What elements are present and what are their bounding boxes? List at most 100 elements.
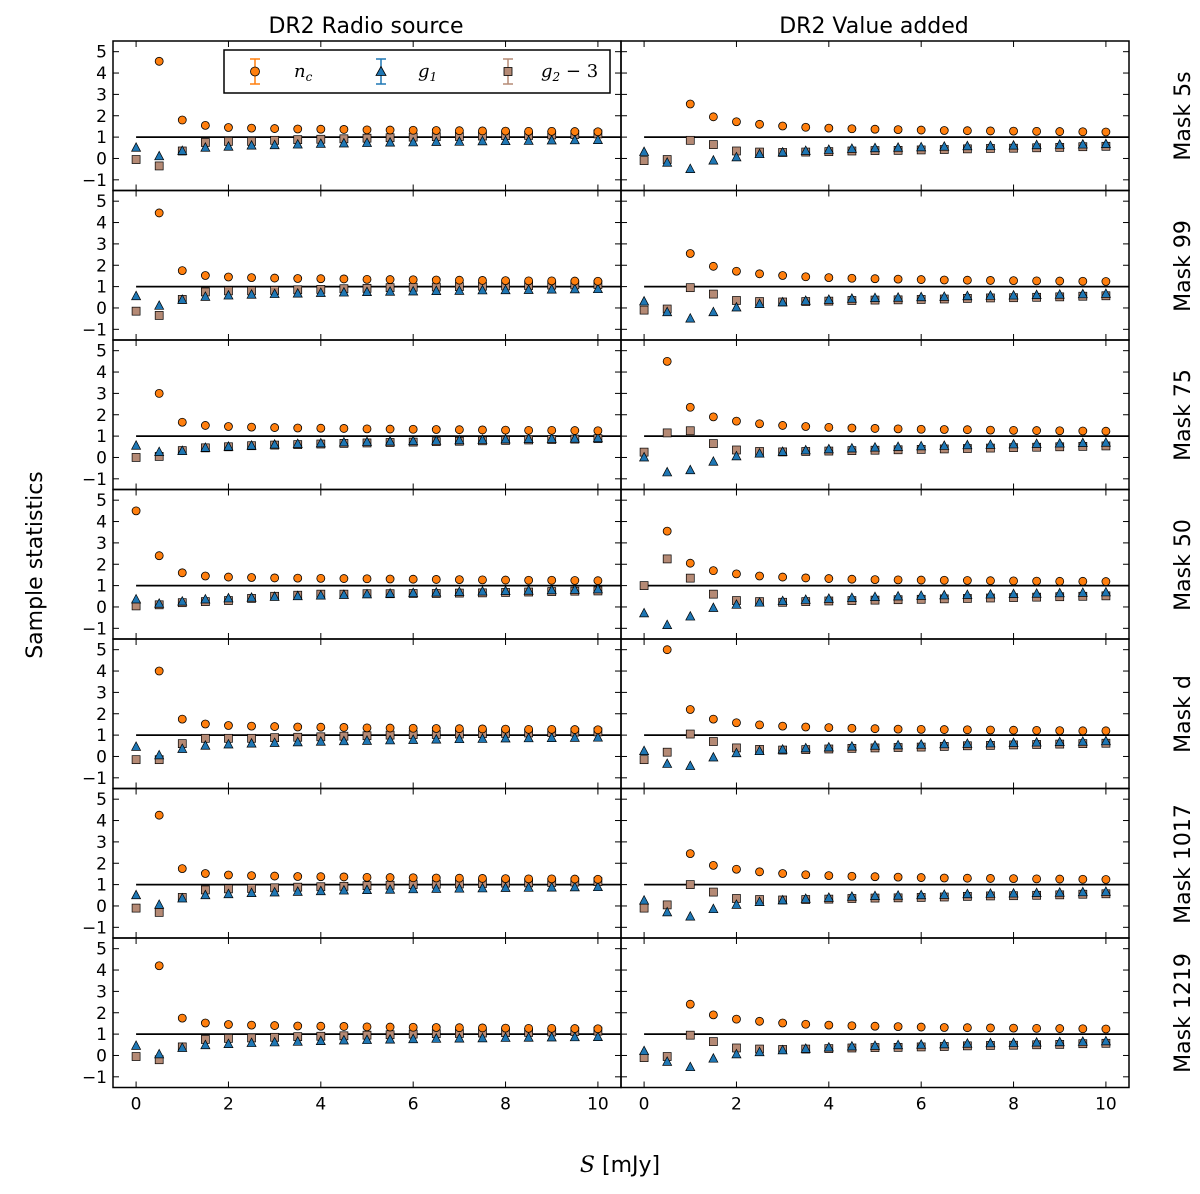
- nc-point: [732, 1014, 741, 1024]
- nc-point: [893, 872, 903, 882]
- nc-point: [316, 573, 326, 583]
- g1-point: [546, 584, 557, 595]
- g1-point: [454, 882, 465, 893]
- nc-point: [962, 873, 972, 883]
- g1-point: [846, 143, 857, 153]
- g1-point: [869, 142, 881, 153]
- g1-point: [1031, 736, 1042, 747]
- g1-point: [200, 593, 211, 604]
- nc-point: [316, 124, 326, 134]
- nc-point: [1032, 276, 1042, 286]
- g1-point: [869, 441, 881, 452]
- g1-point: [361, 436, 373, 446]
- g1-point: [592, 881, 603, 892]
- g1-point: [477, 284, 488, 295]
- nc-point: [547, 126, 557, 136]
- g1-point: [685, 610, 696, 621]
- nc-point: [247, 422, 256, 432]
- nc-point: [431, 425, 441, 434]
- g2-point: [685, 880, 695, 889]
- nc-point: [247, 123, 256, 133]
- nc-point: [1078, 127, 1088, 137]
- nc-point: [708, 714, 718, 724]
- g1-point: [754, 596, 765, 607]
- g1-point: [361, 735, 373, 745]
- g1-point: [846, 891, 857, 901]
- g2-point: [709, 887, 718, 897]
- nc-point: [593, 276, 603, 286]
- nc-point: [824, 422, 834, 432]
- g1-point: [754, 745, 765, 755]
- g1-point: [639, 146, 650, 156]
- g1-point: [962, 589, 973, 599]
- g1-point: [200, 442, 211, 452]
- panel-mask-d-value-added: [620, 638, 1130, 790]
- g2-point: [639, 903, 649, 913]
- y-tick-label: 3: [96, 833, 107, 853]
- nc-point: [408, 424, 418, 434]
- nc-point: [501, 276, 510, 286]
- g1-point: [754, 896, 765, 906]
- g1-point: [408, 587, 419, 597]
- g1-point: [1008, 1037, 1019, 1047]
- g1-point: [361, 1034, 373, 1044]
- g1-point: [431, 136, 442, 146]
- g1-point: [708, 751, 719, 762]
- g2-point: [685, 426, 695, 436]
- y-tick-label: 5: [96, 491, 107, 511]
- g1-point: [523, 1031, 534, 1042]
- nc-point: [501, 575, 510, 585]
- y-tick-label: 0: [96, 149, 107, 169]
- nc-point: [454, 575, 464, 585]
- nc-point: [962, 1023, 972, 1033]
- g1-point: [823, 144, 834, 154]
- nc-point: [570, 276, 580, 286]
- g2-point: [685, 729, 695, 739]
- y-tick-label: 1: [96, 577, 107, 597]
- g1-point: [523, 284, 534, 294]
- g1-point: [800, 295, 811, 305]
- column-title-value-added: DR2 Value added: [779, 14, 969, 39]
- nc-point: [962, 126, 972, 136]
- nc-point: [593, 725, 603, 735]
- nc-point: [154, 208, 164, 218]
- g1-point: [939, 440, 950, 450]
- g1-point: [939, 1038, 950, 1049]
- y-tick-label: 2: [96, 256, 107, 276]
- g2-point: [709, 439, 718, 448]
- nc-point: [431, 724, 441, 733]
- g1-point: [869, 591, 881, 601]
- g1-point: [592, 583, 603, 594]
- g1-point: [246, 592, 257, 602]
- g1-point: [685, 910, 696, 921]
- y-tick-label: −1: [82, 470, 107, 490]
- nc-point: [732, 117, 741, 127]
- legend-entry-nc: nc: [250, 58, 313, 85]
- g2-point: [709, 140, 718, 149]
- g2-point: [131, 306, 141, 316]
- nc-point: [824, 273, 834, 283]
- g2-point: [709, 289, 718, 299]
- g1-point: [893, 1039, 904, 1050]
- x-tick-label: 8: [1008, 1095, 1019, 1115]
- y-tick-label: 4: [96, 812, 107, 832]
- y-tick-label: 2: [96, 854, 107, 874]
- nc-point: [524, 425, 534, 435]
- g1-point: [708, 903, 719, 914]
- g1-point: [338, 884, 349, 895]
- nc-point: [570, 1024, 580, 1033]
- g1-point: [708, 1052, 719, 1063]
- nc-point: [939, 873, 949, 883]
- g1-point: [292, 287, 303, 298]
- g1-point: [777, 146, 788, 157]
- g1-point: [1100, 436, 1111, 447]
- nc-point: [478, 1023, 487, 1033]
- g1-point: [1100, 138, 1111, 149]
- g1-point: [569, 134, 580, 145]
- y-tick-label: −1: [82, 918, 107, 938]
- g1-point: [800, 742, 811, 753]
- g1-point: [177, 743, 188, 753]
- legend: nc g1 g2 − 3: [223, 49, 611, 94]
- nc-point: [1078, 726, 1088, 736]
